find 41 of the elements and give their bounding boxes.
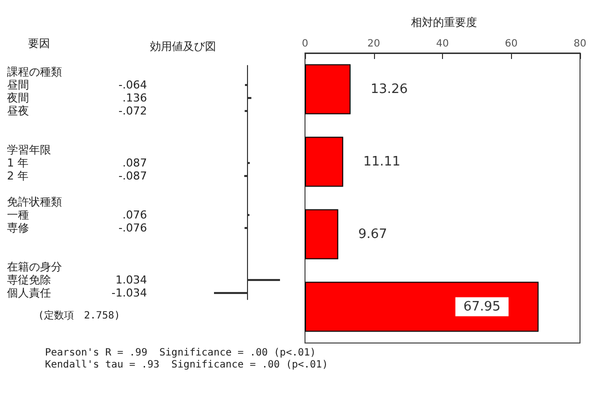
bar [305, 209, 338, 260]
x-tick-label: 0 [302, 38, 308, 50]
data-label: 13.26 [370, 82, 408, 97]
y-tick-label: 夜間 [7, 92, 29, 104]
data-label: -.076 [118, 222, 147, 234]
data-label: 67.95 [463, 299, 501, 314]
data-label: -.072 [118, 104, 147, 118]
y-tick-label: 免許状種類 [7, 196, 62, 208]
y-tick-label: 1 年 [7, 156, 28, 170]
data-label: .136 [122, 92, 147, 104]
text: Pearson's R = .99 Significance = .00 (p<.01) [45, 348, 316, 358]
data-label: 11.11 [363, 154, 400, 170]
x-tick-label: 20 [367, 38, 380, 50]
y-tick-label: 課程の種類 [7, 66, 62, 78]
x-tick-label: 40 [436, 38, 449, 50]
x-tick-label: 60 [504, 38, 518, 50]
bar [305, 64, 351, 114]
y-tick-label: 専従免除 [7, 274, 51, 286]
data-label: .087 [122, 156, 147, 170]
data-label: -.087 [118, 170, 147, 182]
chart-title: 相対的重要度 [411, 16, 477, 29]
bar [305, 282, 539, 332]
y-axis-title: 要因 [28, 37, 50, 50]
data-label: 1.034 [116, 274, 147, 286]
y-tick-label: 昼夜 [7, 104, 29, 118]
data-label: .076 [122, 208, 147, 222]
y-tick-label: 一種 [7, 208, 29, 222]
text: (定数項 2.758) [38, 310, 120, 322]
data-label: -.064 [118, 78, 147, 92]
text: Kendall's tau = .93 Significance = .00 (p<.01) [45, 360, 328, 370]
data-label: -1.034 [112, 286, 147, 300]
y-tick-label: 在籍の身分 [7, 260, 62, 274]
y-tick-label: 専修 [7, 222, 29, 234]
y-tick-label: 個人責任 [7, 286, 51, 300]
y-tick-label: 昼間 [7, 78, 29, 92]
chart-title: 効用値及び図 [150, 40, 216, 53]
y-tick-label: 2 年 [7, 170, 28, 182]
data-label: 9.67 [358, 226, 388, 242]
y-tick-label: 学習年限 [7, 144, 51, 156]
x-tick-label: 80 [574, 38, 586, 50]
bar [305, 136, 344, 187]
